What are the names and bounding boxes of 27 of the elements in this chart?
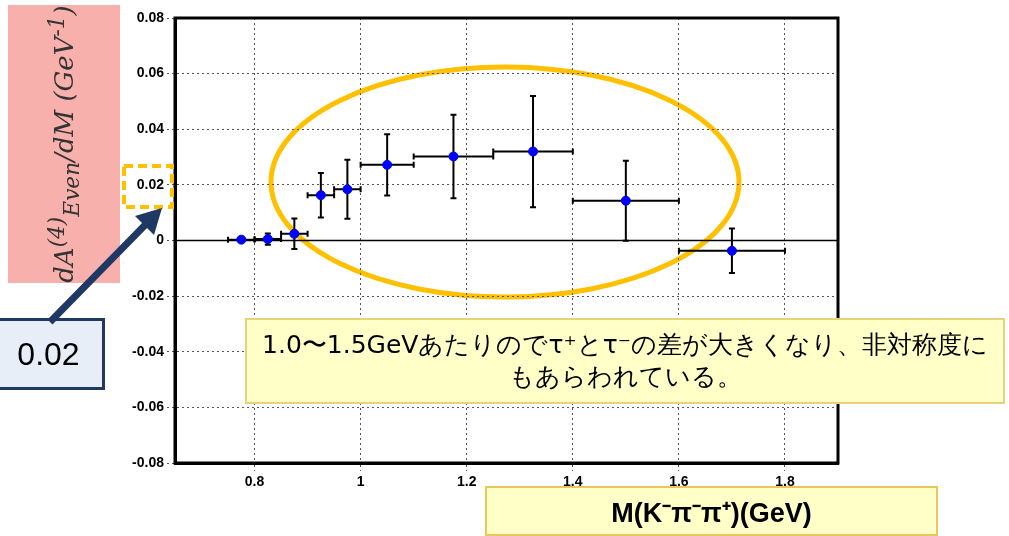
x-tick-label: 1.4 [563, 473, 583, 490]
x-tick-label: 1.8 [775, 473, 795, 490]
x-tick-label: 1.2 [456, 473, 477, 490]
y-tick-label: 0.04 [136, 120, 165, 137]
y-tick-label: 0.06 [136, 64, 165, 81]
point [528, 146, 539, 157]
y-tick-label: -0.06 [132, 398, 165, 415]
x-tick-label: 1.6 [669, 473, 689, 490]
y-tick-label: -0.08 [132, 453, 165, 470]
point [236, 234, 247, 245]
point [315, 190, 326, 201]
point [342, 184, 353, 195]
point [726, 245, 737, 256]
y-tick-label: 0.02 [136, 175, 165, 192]
y-tick-label: -0.02 [132, 286, 165, 303]
y-tick-label: 0 [156, 231, 165, 248]
annotation: 1.0〜1.5GeVあたりのでτ⁺とτ⁻の差が大きくなり、非対称度にもあらわれている。 [261, 328, 989, 393]
point [448, 151, 459, 162]
x-tick-label: 1 [356, 473, 365, 490]
point [382, 159, 393, 170]
x-axis-title: M(K⁻π⁻π⁺)(GeV) [611, 497, 812, 528]
text: 0.02 [0, 318, 105, 390]
y-tick-label: -0.04 [132, 342, 165, 359]
point [289, 228, 300, 239]
y-tick-label: 0.08 [136, 8, 165, 25]
point [620, 195, 631, 206]
x-tick-label: 0.8 [244, 473, 265, 490]
